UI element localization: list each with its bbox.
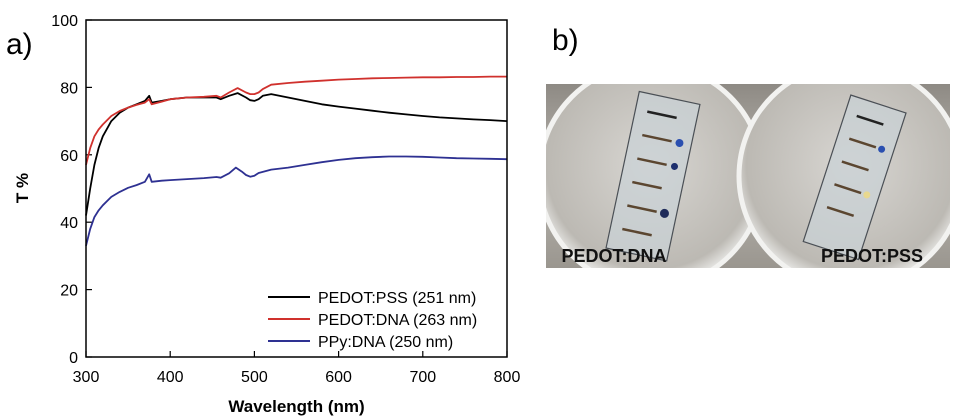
photo-caption-pedot-pss: PEDOT:PSS [821, 246, 923, 266]
substrate-right [802, 94, 907, 261]
plot-frame [85, 19, 508, 358]
tick-layer: 300 400 500 600 700 800 0 20 40 60 80 100 [51, 13, 520, 386]
legend-label: PPy:DNA (250 nm) [318, 334, 453, 351]
series-line-1 [85, 92, 508, 216]
substrate-left [605, 90, 701, 262]
series-layer [85, 75, 508, 247]
device-photo: PEDOT:DNA PEDOT:PSS [546, 84, 950, 268]
panel-a-label: a) [6, 28, 33, 61]
panel-b-label: b) [552, 24, 579, 57]
transmittance-chart: 300 400 500 600 700 800 0 20 40 60 80 100 T % Wavel… [13, 13, 520, 416]
y-axis-label: T % [13, 173, 32, 203]
y-tick-label: 100 [51, 13, 78, 30]
x-axis-label: Wavelength (nm) [228, 397, 364, 416]
x-tick-label: 300 [73, 369, 100, 386]
legend-label: PEDOT:DNA (263 nm) [318, 312, 477, 329]
x-tick-label: 700 [409, 369, 436, 386]
y-tick-label: 20 [60, 283, 78, 300]
legend: PEDOT:PSS (251 nm) PEDOT:DNA (263 nm) PPy:… [268, 290, 477, 351]
y-tick-label: 80 [60, 80, 78, 97]
series-line-3 [85, 155, 508, 247]
y-tick-label: 40 [60, 215, 78, 232]
series-line-2 [85, 75, 507, 166]
y-tick-label: 60 [60, 148, 78, 165]
x-tick-label: 600 [325, 369, 352, 386]
x-tick-label: 400 [157, 369, 184, 386]
legend-label: PEDOT:PSS (251 nm) [318, 290, 476, 307]
y-tick-label: 0 [69, 350, 78, 367]
x-tick-label: 800 [494, 369, 521, 386]
x-tick-label: 500 [241, 369, 268, 386]
photo-caption-pedot-dna: PEDOT:DNA [561, 246, 666, 266]
